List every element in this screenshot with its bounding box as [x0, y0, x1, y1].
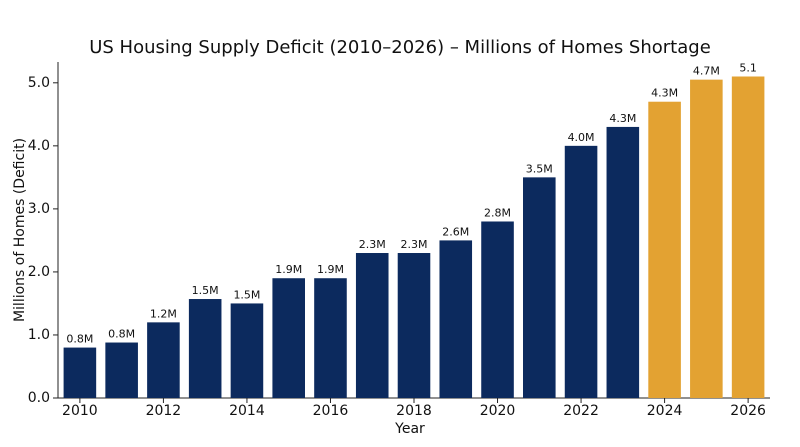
bar	[648, 101, 681, 399]
bar-annotation: 4.3M	[651, 87, 678, 100]
bar-annotation: 2.3M	[359, 238, 386, 251]
bar-annotation: 1.9M	[317, 263, 344, 276]
bar	[439, 240, 473, 398]
y-tick-label: 4.0	[28, 138, 50, 154]
bar	[63, 347, 97, 398]
x-axis-label: Year	[394, 421, 425, 437]
bar	[564, 145, 598, 398]
bar-annotation: 4.7M	[693, 65, 720, 78]
bar-annotation: 1.5M	[233, 288, 260, 301]
bar-annotation: 2.3M	[401, 238, 428, 251]
y-tick-label: 0.0	[28, 390, 50, 406]
bar-annotation: 0.8M	[66, 333, 93, 346]
x-tick-label: 2010	[62, 403, 98, 419]
y-tick-label: 5.0	[28, 75, 50, 91]
bar	[523, 177, 556, 398]
x-tick-label: 2024	[647, 403, 683, 419]
bar-annotation: 1.9M	[275, 263, 302, 276]
bar	[105, 342, 138, 398]
bar-annotation: 2.8M	[484, 206, 511, 219]
x-tick-label: 2020	[480, 403, 516, 419]
bar	[481, 221, 514, 398]
y-tick-label: 2.0	[28, 264, 50, 280]
bar	[272, 278, 305, 398]
bar	[690, 79, 723, 398]
bar-annotation: 4.3M	[609, 112, 636, 125]
bar	[188, 299, 222, 398]
bar	[731, 76, 765, 399]
x-tick-label: 2012	[146, 403, 182, 419]
bar-annotation: 2.6M	[442, 225, 469, 238]
bar	[230, 303, 264, 398]
x-tick-label: 2018	[396, 403, 432, 419]
y-tick-label: 3.0	[28, 201, 50, 217]
y-axis-label: Millions of Homes (Deficit)	[12, 138, 28, 322]
x-tick-label: 2026	[730, 403, 766, 419]
bar	[397, 253, 431, 398]
bar	[147, 322, 180, 398]
chart-title: US Housing Supply Deficit (2010–2026) – …	[89, 37, 711, 58]
bar	[355, 253, 389, 398]
y-tick-label: 1.0	[28, 327, 50, 343]
x-tick-label: 2014	[229, 403, 265, 419]
bar-annotation: 3.5M	[526, 162, 553, 175]
bar-annotation: 4.0M	[568, 131, 595, 144]
bar	[606, 126, 640, 399]
bar-annotation: 5.1	[739, 61, 757, 74]
bar-annotation: 1.2M	[150, 307, 177, 320]
bar-annotation: 1.5M	[192, 284, 219, 297]
x-tick-label: 2022	[563, 403, 599, 419]
bar-annotation: 0.8M	[108, 328, 135, 341]
bar	[314, 278, 347, 398]
x-tick-label: 2016	[313, 403, 349, 419]
